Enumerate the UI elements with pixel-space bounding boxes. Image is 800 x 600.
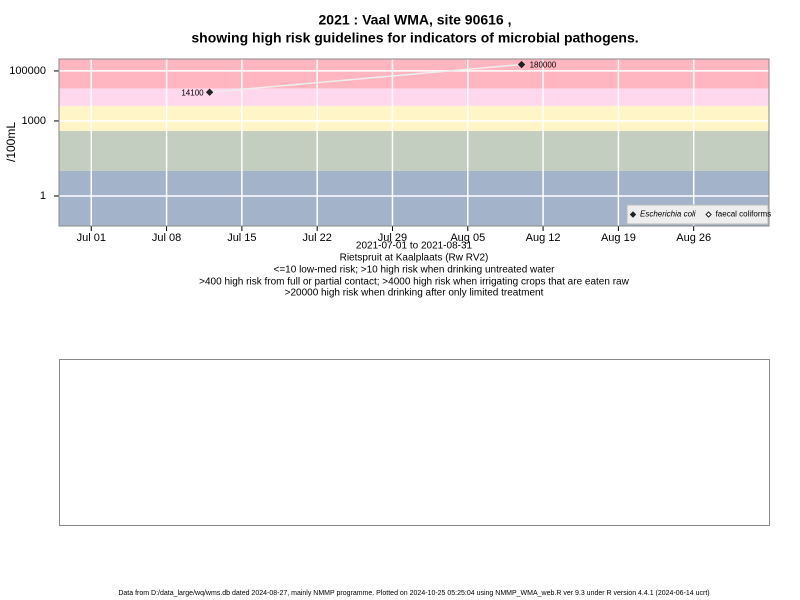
x-tick-label: Aug 12	[526, 232, 561, 244]
y-tick-label: 1000	[22, 115, 46, 127]
legend-box	[626, 204, 769, 225]
data-point	[205, 88, 214, 96]
x-tick-label: Jul 08	[152, 232, 181, 244]
footer: Data from D:/data_large/wq/wms.db dated …	[118, 590, 709, 597]
note: Rietspruit at Kaalplaats (Rw RV2)	[340, 253, 489, 264]
data-label: 14100	[181, 88, 204, 97]
x-tick-label: Aug 19	[601, 232, 636, 244]
y-axis-label: /100mL	[4, 122, 18, 162]
legend-label: faecal coliforms	[716, 210, 772, 219]
x-tick-label: Jul 01	[77, 232, 106, 244]
x-tick-label: Jul 15	[227, 232, 256, 244]
chart-title: 2021 : Vaal WMA, site 90616 ,	[319, 12, 512, 28]
x-tick-label: Aug 05	[450, 232, 485, 244]
note: <=10 low-med risk; >10 high risk when dr…	[274, 265, 556, 276]
x-tick-label: Aug 26	[676, 232, 711, 244]
data-label: 180000	[530, 61, 557, 70]
chart-subtitle: showing high risk guidelines for indicat…	[191, 30, 638, 46]
empty-panel	[59, 359, 770, 526]
y-tick-label: 1	[40, 190, 46, 202]
y-tick-label: 100000	[9, 65, 46, 77]
note: >400 high risk from full or partial cont…	[199, 277, 629, 288]
legend-marker	[705, 211, 712, 218]
note: >20000 high risk when drinking after onl…	[285, 288, 544, 299]
x-tick-label: Jul 29	[378, 232, 407, 244]
legend-marker	[629, 211, 637, 218]
x-axis-label: 2021-07-01 to 2021-08-31	[356, 241, 473, 252]
legend-label: Escherichia coli	[640, 210, 696, 219]
series-line	[209, 63, 522, 93]
data-point	[517, 60, 526, 69]
risk-band	[59, 88, 769, 106]
risk-band	[59, 130, 769, 171]
plot-frame	[58, 58, 770, 227]
risk-band	[59, 105, 769, 131]
x-tick-label: Jul 22	[303, 232, 332, 244]
